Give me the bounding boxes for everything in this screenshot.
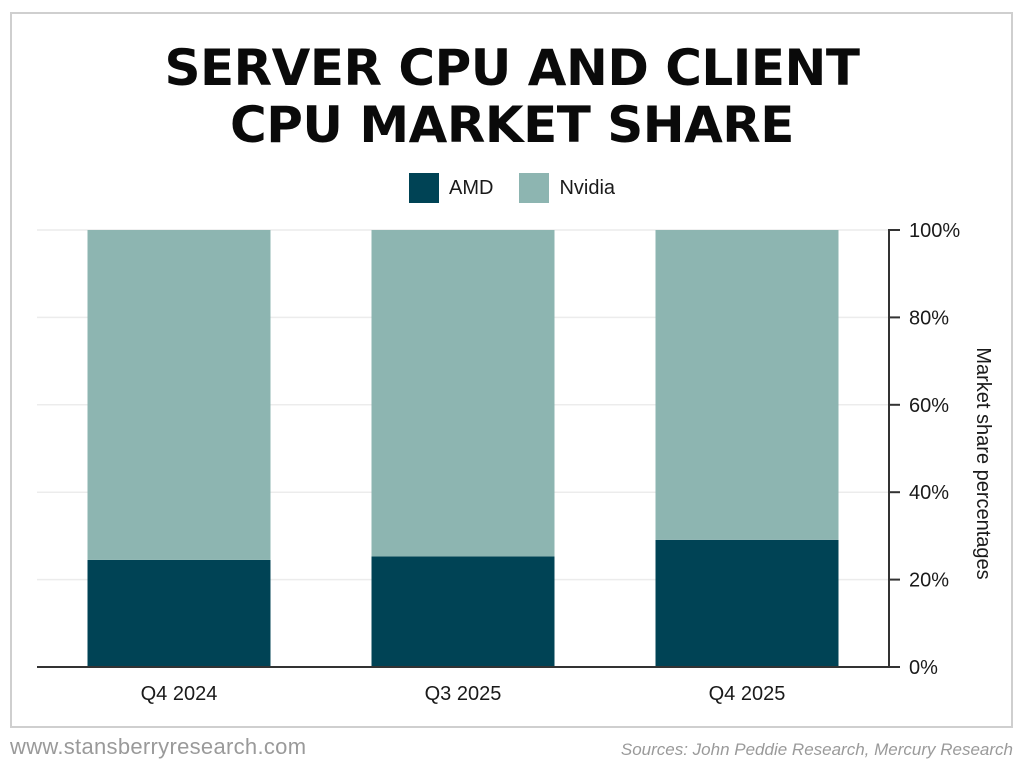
- bar-nvidia-q4-2024: [87, 230, 271, 560]
- x-tick-label: Q4 2025: [709, 683, 786, 705]
- bar-nvidia-q3-2025: [371, 230, 555, 557]
- y-tick-label: 80%: [909, 307, 949, 329]
- bar-amd-q4-2024: [87, 559, 271, 667]
- y-tick-label: 0%: [909, 657, 938, 679]
- chart-legend: AMD Nvidia: [0, 172, 1024, 204]
- chart-title-line-1: SERVER CPU AND CLIENT: [164, 39, 861, 97]
- bar-nvidia-q4-2025: [655, 230, 839, 540]
- legend-item-amd: AMD: [408, 173, 494, 203]
- bar-amd-q4-2025: [655, 539, 839, 667]
- legend-swatch-amd: [408, 173, 439, 203]
- legend-swatch-nvidia: [519, 173, 550, 203]
- y-axis-title: Market share percentages: [972, 347, 994, 579]
- legend-item-nvidia: Nvidia: [519, 173, 615, 203]
- x-tick-label: Q3 2025: [425, 683, 502, 705]
- bar-amd-q3-2025: [371, 556, 555, 667]
- legend-label-nvidia: Nvidia: [559, 176, 616, 199]
- chart-title-line-2: CPU MARKET SHARE: [230, 96, 794, 154]
- legend-label-amd: AMD: [448, 176, 494, 199]
- website-footer: www.stansberryresearch.com: [10, 734, 307, 759]
- sources-footer: Sources: John Peddie Research, Mercury R…: [620, 740, 1013, 759]
- x-tick-label: Q4 2024: [141, 683, 218, 705]
- y-tick-label: 100%: [909, 220, 960, 242]
- y-tick-label: 40%: [909, 482, 949, 504]
- y-tick-label: 20%: [909, 570, 949, 592]
- y-tick-label: 60%: [909, 395, 949, 417]
- chart-title: SERVER CPU AND CLIENT CPU MARKET SHARE: [0, 40, 1024, 154]
